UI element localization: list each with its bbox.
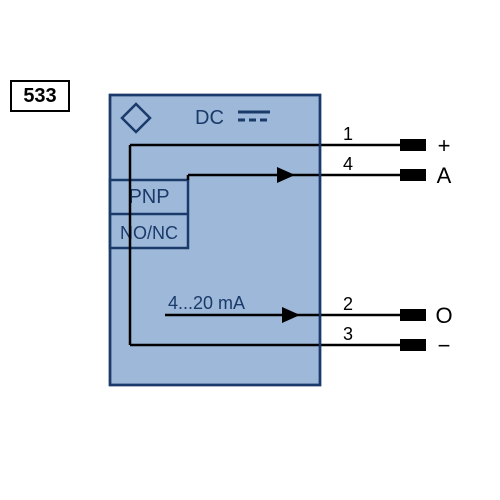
terminal-p1 xyxy=(400,139,426,151)
terminal-p4 xyxy=(400,169,426,181)
pin-p4-number: 4 xyxy=(343,154,353,174)
pin-p1-number: 1 xyxy=(343,124,353,144)
pin-p1-symbol: + xyxy=(438,133,451,158)
terminal-p2 xyxy=(400,309,426,321)
pin-p2-symbol: O xyxy=(435,303,452,328)
pin-p2-number: 2 xyxy=(343,294,353,314)
wiring-diagram: DC PNP NO/NC 4...20 mA 1 +4 A 2 O 3 − xyxy=(0,0,500,500)
terminal-p3 xyxy=(400,339,426,351)
pin-p3-number: 3 xyxy=(343,324,353,344)
power-label: DC xyxy=(195,107,224,129)
analog-range-label: 4...20 mA xyxy=(168,293,245,313)
pin-p3-symbol: − xyxy=(438,333,451,358)
sensor-type-label: PNP xyxy=(128,186,169,208)
id-label: 533 xyxy=(23,85,56,108)
pin-p4-symbol: A xyxy=(437,163,452,188)
output-mode-label: NO/NC xyxy=(120,223,178,243)
id-label-box: 533 xyxy=(10,80,70,112)
